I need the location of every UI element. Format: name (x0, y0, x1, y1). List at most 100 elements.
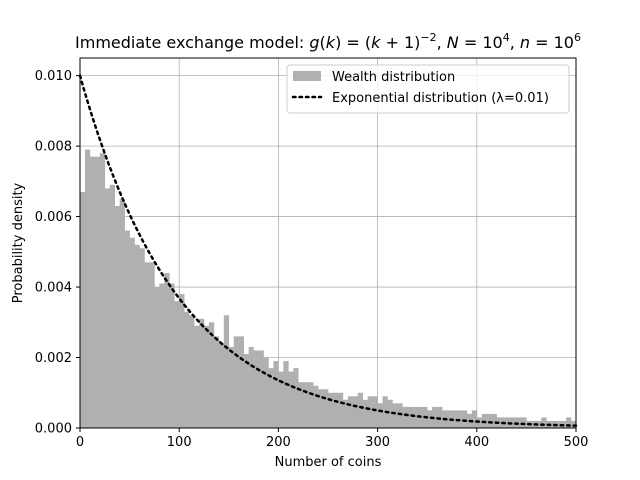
histogram-bar (536, 420, 542, 428)
histogram-bar (94, 156, 101, 428)
x-tick-label: 300 (365, 435, 390, 450)
histogram-bar (486, 413, 492, 428)
histogram-bar (253, 350, 259, 428)
histogram-bar (407, 406, 413, 428)
histogram-bar (273, 361, 279, 428)
histogram-bar (89, 156, 96, 428)
histogram-bar (204, 325, 210, 428)
histogram-bar (199, 318, 205, 428)
y-axis-ticks: 0.000 0.002 0.004 0.006 0.008 0.010 (35, 69, 80, 437)
histogram-bar (223, 315, 230, 428)
histogram-bar (149, 262, 155, 428)
histogram-bar (372, 396, 378, 428)
histogram-bar (184, 311, 190, 428)
histogram-bar (124, 230, 130, 428)
histogram-bar (228, 346, 235, 428)
histogram-bar (114, 206, 120, 428)
histogram-bar (189, 315, 195, 428)
histogram-bar (84, 149, 91, 428)
histogram-bar (461, 410, 468, 428)
chart-title: Immediate exchange model: g(k) = (k + 1)… (75, 31, 581, 52)
x-tick-label: 200 (266, 435, 291, 450)
legend-swatch-histogram (293, 71, 321, 81)
histogram-bar (367, 396, 373, 428)
exponential-curve (78, 74, 578, 427)
histogram-bar (402, 406, 408, 428)
histogram-bar (283, 361, 289, 428)
histogram-bar (174, 301, 180, 428)
histogram-bar (164, 272, 170, 428)
x-tick-label: 0 (76, 435, 84, 450)
histogram-bar (104, 188, 111, 428)
x-tick-label: 100 (167, 435, 192, 450)
histogram-bar (243, 354, 249, 428)
y-tick-label: 0.004 (35, 281, 72, 296)
histogram-bar (154, 287, 160, 428)
histogram-bar (288, 371, 294, 428)
x-axis-label: Number of coins (275, 455, 382, 470)
histogram-bar (213, 336, 220, 428)
histogram-bar (218, 343, 225, 428)
histogram-bar (248, 346, 254, 428)
histogram-bar (238, 336, 244, 428)
legend-frame (286, 64, 570, 114)
legend-label-histogram: Wealth distribution (332, 70, 455, 85)
histogram-bar (323, 389, 329, 428)
histogram-bar (313, 385, 319, 428)
y-axis-label: Probability density (11, 182, 26, 303)
histogram-bar (362, 399, 368, 428)
histogram-bar (144, 262, 150, 428)
histogram-bar (491, 413, 497, 428)
histogram-bar (268, 368, 274, 428)
histogram-bar (432, 406, 438, 428)
x-tick-label: 400 (464, 435, 489, 450)
histogram-bar (194, 325, 200, 428)
histogram-bar (328, 392, 334, 428)
legend: Wealth distribution Exponential distribu… (286, 64, 570, 114)
histogram-bar (80, 191, 86, 428)
histogram-bar (278, 371, 284, 428)
histogram-bar (293, 368, 299, 428)
histogram-bar (516, 417, 522, 428)
y-tick-label: 0.002 (35, 351, 72, 366)
histogram-bar (392, 403, 398, 428)
histogram-bar (377, 403, 383, 428)
histogram-bar (109, 184, 116, 428)
histogram-bar (387, 399, 393, 428)
histogram-bar (452, 410, 458, 428)
histogram-bar (119, 198, 125, 428)
histogram-bar (357, 392, 364, 428)
legend-label-curve: Exponential distribution (λ=0.01) (332, 91, 549, 106)
y-tick-label: 0.000 (35, 422, 72, 437)
histogram-bar (263, 357, 269, 428)
x-axis-ticks: 0 100 200 300 400 500 (76, 428, 589, 450)
histogram-bar (556, 420, 562, 428)
histogram-bar (566, 417, 572, 428)
histogram-bar (412, 406, 418, 428)
x-tick-label: 500 (564, 435, 589, 450)
axes-frame (79, 57, 577, 429)
histogram-bar (337, 392, 344, 428)
histogram-bar (169, 283, 175, 428)
y-tick-label: 0.006 (35, 210, 72, 225)
y-tick-label: 0.010 (35, 69, 72, 84)
histogram-bar (332, 392, 339, 428)
histogram-bar (159, 283, 165, 428)
histogram-bar (99, 153, 106, 428)
histogram-bar (208, 322, 215, 428)
histogram-bar (471, 410, 478, 428)
histogram-bar (521, 417, 527, 428)
histogram-bar (397, 403, 403, 428)
histogram-bar (308, 382, 314, 428)
histogram-bar (541, 417, 547, 428)
histogram-bar (258, 350, 264, 428)
histogram-bar (347, 396, 354, 428)
histogram-bar (303, 382, 309, 428)
histogram-bar (129, 237, 135, 428)
histogram-bar (134, 244, 140, 428)
histogram-bar (342, 399, 349, 428)
histogram-bar (427, 410, 433, 428)
histogram-bar (511, 417, 517, 428)
histogram-bar (352, 396, 359, 428)
